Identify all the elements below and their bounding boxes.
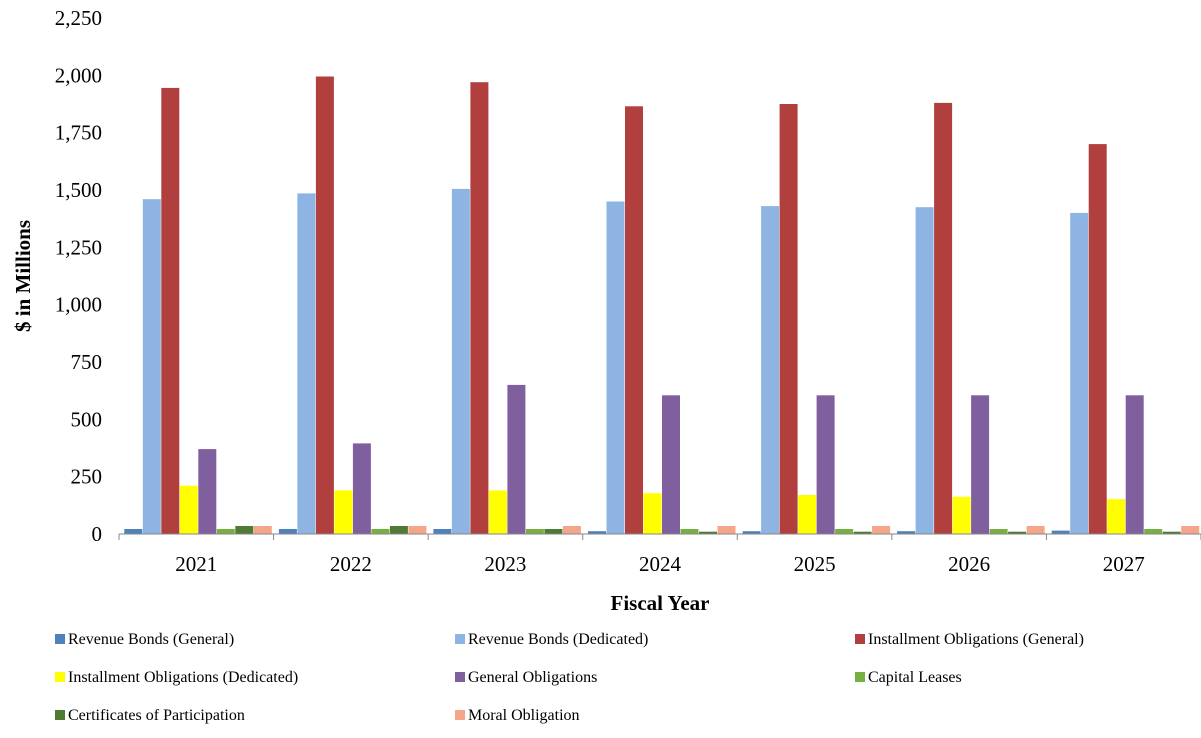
bar-capital-leases-2021 (216, 529, 235, 534)
bar-moral-obligation-2024 (717, 526, 736, 534)
bar-revenue-bonds-general-2025 (742, 531, 761, 534)
y-tick-label: 1,000 (55, 293, 102, 317)
bar-installment-obligations-dedicated-2022 (334, 490, 353, 534)
bar-revenue-bonds-dedicated-2022 (297, 193, 316, 534)
y-axis-ticks: 0 250 500 750 1,000 1,250 1,500 1,750 2,000 2,250 (55, 6, 102, 546)
legend-label: Installment Obligations (General) (868, 631, 1084, 648)
bar-general-obligations-2026 (971, 395, 990, 534)
legend-label: General Obligations (468, 669, 597, 686)
y-tick-label: 0 (92, 522, 103, 546)
bar-revenue-bonds-dedicated-2024 (606, 201, 625, 534)
bar-certificates-of-participation-2025 (853, 531, 872, 534)
bar-capital-leases-2025 (835, 529, 854, 534)
legend-swatch (855, 634, 865, 644)
bar-general-obligations-2027 (1125, 395, 1144, 534)
x-tick-label: 2022 (330, 552, 372, 576)
bar-general-obligations-2024 (662, 395, 680, 534)
bar-revenue-bonds-dedicated-2023 (451, 188, 470, 534)
bar-moral-obligation-2022 (408, 526, 427, 534)
y-tick-label: 2,250 (55, 6, 102, 30)
bar-moral-obligation-2025 (872, 526, 891, 534)
y-tick-label: 750 (71, 350, 103, 374)
bar-revenue-bonds-general-2024 (588, 531, 606, 534)
legend-swatch (55, 672, 65, 682)
bar-general-obligations-2025 (816, 395, 835, 534)
bar-installment-obligations-dedicated-2026 (952, 496, 971, 534)
legend-label: Revenue Bonds (Dedicated) (468, 631, 648, 648)
legend-label: Installment Obligations (Dedicated) (68, 669, 298, 686)
bar-revenue-bonds-dedicated-2025 (761, 206, 780, 534)
bar-moral-obligation-2023 (562, 526, 581, 534)
x-tick-label: 2027 (1103, 552, 1145, 576)
bar-moral-obligation-2026 (1026, 526, 1045, 534)
y-tick-label: 1,500 (55, 178, 102, 202)
bar-revenue-bonds-general-2021 (124, 529, 143, 534)
legend-label: Capital Leases (868, 669, 962, 686)
bar-general-obligations-2023 (507, 384, 526, 534)
bar-certificates-of-participation-2023 (544, 529, 563, 534)
bar-certificates-of-participation-2022 (389, 526, 408, 534)
bar-installment-obligations-general-2025 (779, 104, 798, 534)
bar-installment-obligations-general-2027 (1088, 144, 1107, 534)
bar-moral-obligation-2027 (1181, 526, 1200, 534)
legend-swatch (455, 710, 465, 720)
bar-capital-leases-2024 (680, 529, 699, 534)
legend-swatch (55, 634, 65, 644)
y-tick-label: 2,000 (55, 63, 102, 87)
bar-capital-leases-2023 (525, 529, 544, 534)
bar-certificates-of-participation-2026 (1008, 531, 1027, 534)
bar-revenue-bonds-general-2026 (897, 531, 916, 534)
x-tick-label: 2023 (484, 552, 526, 576)
bar-installment-obligations-general-2022 (315, 76, 334, 534)
bar-installment-obligations-dedicated-2021 (179, 485, 198, 534)
bar-capital-leases-2026 (989, 529, 1008, 534)
x-tick-label: 2025 (794, 552, 836, 576)
bar-certificates-of-participation-2021 (235, 526, 254, 534)
bar-revenue-bonds-general-2023 (433, 529, 452, 534)
bar-installment-obligations-dedicated-2025 (798, 495, 817, 534)
legend-swatch (455, 634, 465, 644)
bar-revenue-bonds-dedicated-2021 (142, 199, 161, 534)
bar-installment-obligations-dedicated-2027 (1107, 499, 1126, 534)
bar-installment-obligations-general-2021 (161, 87, 180, 535)
bar-installment-obligations-general-2024 (625, 106, 643, 535)
bar-revenue-bonds-general-2022 (278, 529, 297, 534)
bar-certificates-of-participation-2024 (699, 531, 717, 534)
legend-label: Moral Obligation (468, 707, 580, 724)
y-tick-label: 1,750 (55, 121, 102, 145)
y-tick-label: 1,250 (55, 235, 102, 259)
legend-swatch (455, 672, 465, 682)
legend: Revenue Bonds (General) Revenue Bonds (De… (55, 631, 1084, 724)
bar-installment-obligations-general-2026 (934, 102, 953, 535)
y-tick-label: 500 (71, 407, 103, 431)
x-tick-label: 2026 (948, 552, 990, 576)
bar-general-obligations-2022 (352, 443, 371, 534)
y-axis-title: $ in Millions (11, 220, 35, 332)
bar-capital-leases-2022 (371, 529, 390, 534)
y-tick-label: 250 (71, 465, 103, 489)
x-tick-label: 2024 (639, 552, 682, 576)
x-tick-label: 2021 (175, 552, 217, 576)
bars (124, 76, 1200, 535)
bar-installment-obligations-dedicated-2024 (643, 493, 662, 534)
bar-revenue-bonds-general-2027 (1051, 530, 1070, 534)
bar-installment-obligations-dedicated-2023 (488, 490, 507, 534)
bar-capital-leases-2027 (1144, 529, 1163, 534)
legend-label: Revenue Bonds (General) (68, 631, 234, 648)
bar-general-obligations-2021 (198, 449, 217, 534)
bar-moral-obligation-2021 (253, 526, 272, 534)
bar-revenue-bonds-dedicated-2027 (1070, 212, 1089, 534)
legend-swatch (55, 710, 65, 720)
x-axis-ticks: 2021 2022 2023 2024 2025 2026 2027 (118, 534, 1201, 576)
legend-label: Certificates of Participation (68, 707, 245, 724)
bar-installment-obligations-general-2023 (470, 82, 489, 534)
bar-revenue-bonds-dedicated-2026 (915, 207, 934, 534)
legend-swatch (855, 672, 865, 682)
x-axis-title: Fiscal Year (611, 591, 710, 615)
bar-certificates-of-participation-2027 (1162, 531, 1181, 534)
